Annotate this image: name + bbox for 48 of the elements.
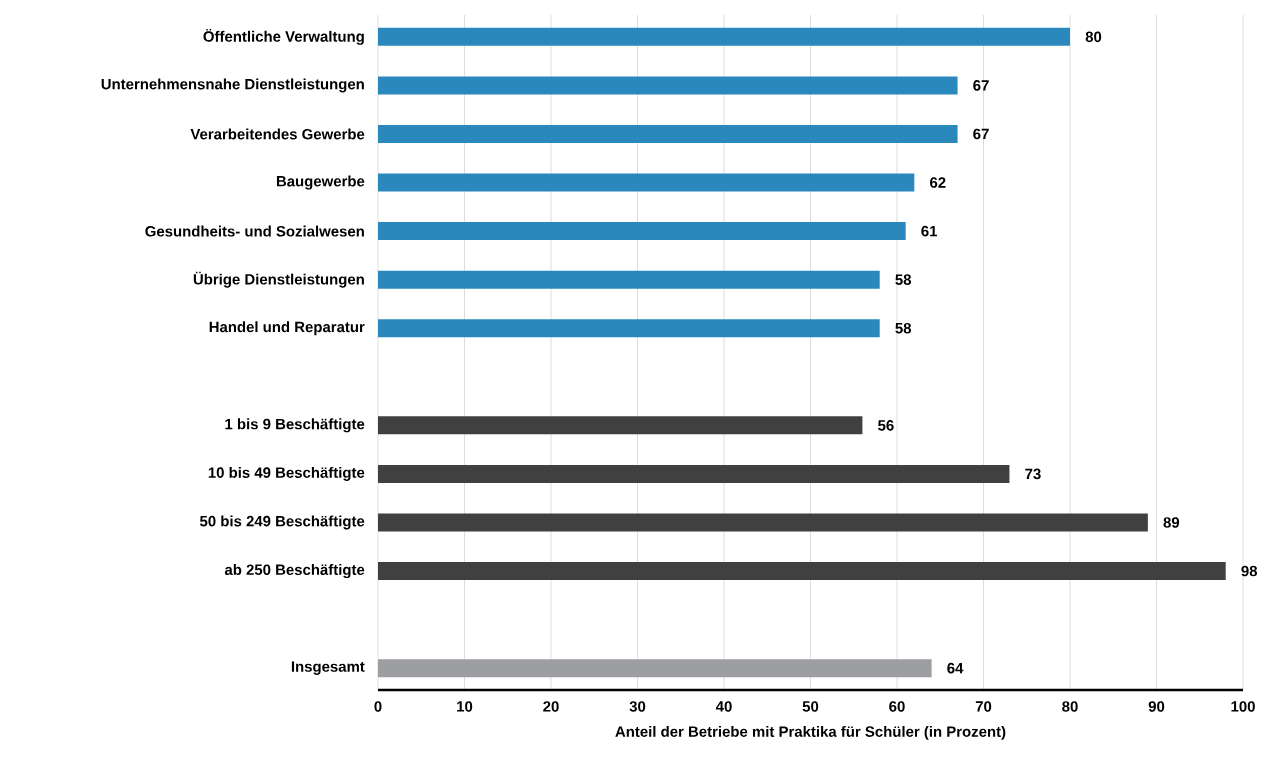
data-label: 56 <box>878 420 894 431</box>
x-tick-label: 50 <box>802 701 819 712</box>
y-tick-label: Handel und Reparatur <box>209 321 365 336</box>
y-tick-label: Insgesamt <box>291 661 365 675</box>
data-label: 58 <box>895 274 912 285</box>
bar <box>378 562 1226 581</box>
x-tick-label: 80 <box>1062 701 1078 712</box>
bar <box>378 464 1010 483</box>
data-label: 67 <box>973 80 989 91</box>
y-tick-label: Unternehmensnahe Dienstleistungen <box>101 78 364 93</box>
data-label: 64 <box>947 662 964 674</box>
data-label: 89 <box>1163 517 1180 528</box>
x-tick-label: 40 <box>715 701 732 712</box>
data-label: 73 <box>1025 468 1041 480</box>
y-tick-label: Öffentliche Verwaltung <box>203 28 364 45</box>
bar <box>378 124 958 143</box>
data-label: 67 <box>973 128 989 140</box>
y-tick-label: Baugewerbe <box>276 175 365 190</box>
x-tick-label: 60 <box>889 701 905 712</box>
y-tick-label: Verarbeitendes Gewerbe <box>190 128 365 140</box>
y-tick-label: 50 bis 249 Beschäftigte <box>199 515 365 530</box>
bar <box>378 416 863 435</box>
bar <box>378 659 932 678</box>
x-tick-label: 90 <box>1148 701 1165 712</box>
y-tick-label: Gesundheits- und Sozialwesen <box>145 225 364 237</box>
bar <box>378 76 958 95</box>
data-label: 62 <box>930 177 946 188</box>
data-label: 98 <box>1241 565 1258 577</box>
data-label: 80 <box>1085 31 1102 43</box>
x-tick-label: 10 <box>457 701 473 712</box>
bar <box>378 319 880 338</box>
y-tick-label: ab 250 Beschäftigte <box>224 564 365 579</box>
bar <box>378 173 915 192</box>
x-axis-title: Anteil der Betriebe mit Praktika für Schüler (in Prozent) <box>615 725 1006 740</box>
y-tick-label: Übrige Dienstleistungen <box>193 271 364 288</box>
data-label: 58 <box>895 322 912 334</box>
x-tick-label: 30 <box>629 701 646 712</box>
bar <box>378 27 1071 46</box>
x-tick-label: 100 <box>1231 701 1255 712</box>
x-tick-label: 20 <box>543 701 559 712</box>
y-tick-label: 1 bis 9 Beschäftigte <box>225 418 365 433</box>
x-tick-label: 70 <box>975 701 992 712</box>
data-label: 61 <box>921 225 938 237</box>
bar <box>378 222 906 241</box>
bar <box>378 513 1148 532</box>
y-tick-label: 10 bis 49 Beschäftigte <box>208 466 365 481</box>
x-tick-label: 0 <box>374 701 382 712</box>
bar <box>378 270 880 289</box>
